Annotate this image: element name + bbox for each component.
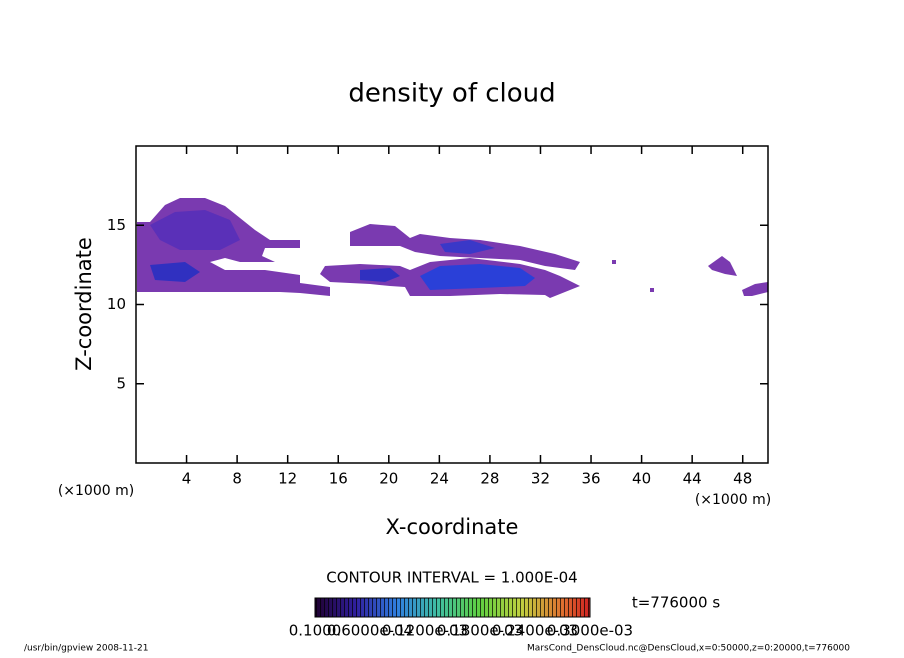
x-tick-label: 48 — [733, 470, 752, 488]
x-tick-label: 12 — [278, 470, 297, 488]
x-tick-label: 32 — [531, 470, 550, 488]
plot-frame — [135, 145, 769, 464]
x-tick-label: 40 — [632, 470, 651, 488]
footer-left: /usr/bin/gpview 2008-11-21 — [24, 644, 148, 654]
colorbar-label: 0.1000 — [289, 622, 342, 640]
colorbar-label: 0.3000e-03 — [547, 622, 633, 640]
cloud-region — [742, 282, 768, 296]
cloud-field — [137, 198, 768, 298]
colorbar-label: 0.2400e-03 — [492, 622, 578, 640]
x-tick-label: 4 — [182, 470, 192, 488]
colorbar-label: 0.1800e-03 — [437, 622, 523, 640]
cloud-region — [440, 240, 495, 254]
cloud-region — [137, 198, 330, 296]
time-label: t=776000 s — [632, 594, 720, 612]
y-unit-label: (×1000 m) — [58, 483, 134, 499]
y-tick-label: 15 — [107, 216, 126, 234]
chart-title: density of cloud — [348, 79, 555, 109]
y-tick-label: 10 — [107, 295, 126, 313]
x-tick-label: 36 — [581, 470, 600, 488]
colorbar-label: 0.6000e-04 — [327, 622, 413, 640]
cloud-region — [612, 260, 616, 264]
footer-right: MarsCond_DensCloud.nc@DensCloud,x=0:5000… — [527, 644, 850, 654]
x-tick-label: 44 — [683, 470, 702, 488]
cloud-region — [150, 262, 200, 282]
cloud-region — [708, 256, 737, 276]
cloud-region — [420, 264, 535, 290]
x-tick-label: 24 — [430, 470, 449, 488]
cloud-region — [360, 268, 400, 282]
x-tick-label: 28 — [480, 470, 499, 488]
y-axis-title: Z-coordinate — [72, 237, 96, 371]
cloud-region — [650, 288, 654, 292]
y-tick-label: 5 — [116, 374, 126, 392]
x-axis-title: X-coordinate — [386, 515, 519, 539]
colorbar-label: 0.1200e-03 — [382, 622, 468, 640]
colorbar-stripes — [315, 598, 590, 617]
x-tick-label: 20 — [379, 470, 398, 488]
x-unit-label: (×1000 m) — [695, 492, 771, 508]
contour-interval: CONTOUR INTERVAL = 1.000E-04 — [326, 569, 577, 587]
x-tick-label: 16 — [329, 470, 348, 488]
cloud-region — [150, 210, 240, 250]
x-tick-label: 8 — [232, 470, 242, 488]
